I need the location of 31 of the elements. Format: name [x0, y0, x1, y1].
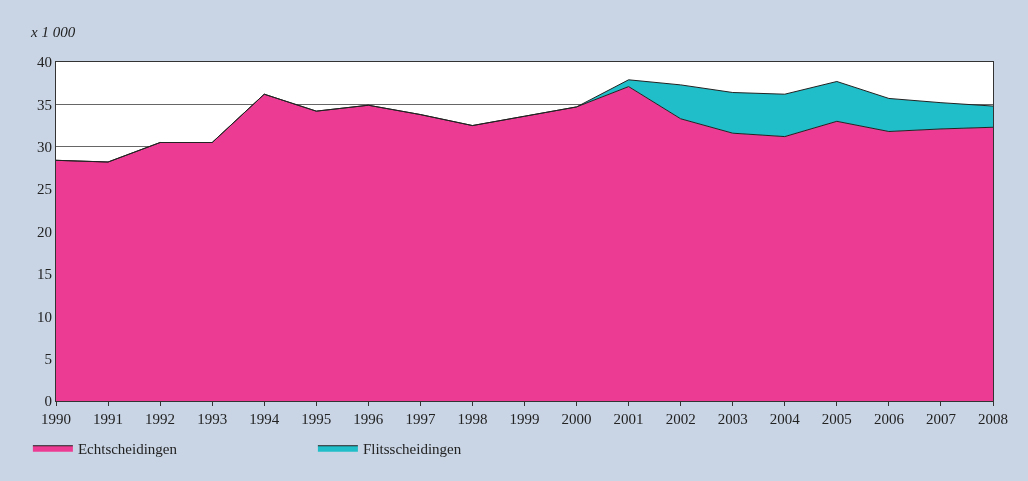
y-tick-label: 25 [37, 181, 52, 198]
x-tick-label: 2001 [613, 411, 644, 427]
x-tick-label: 1995 [301, 411, 332, 427]
y-tick-label: 20 [37, 223, 52, 240]
x-tick-label: 2006 [873, 411, 905, 427]
x-tick-label: 1996 [353, 411, 384, 427]
y-tick-label: 15 [37, 266, 52, 283]
x-tick-label: 2000 [561, 411, 592, 427]
x-tick-label: 1998 [457, 411, 488, 427]
legend-label: Echtscheidingen [77, 440, 178, 457]
x-tick-label: 2005 [821, 411, 852, 427]
x-tick-label: 2002 [665, 411, 696, 427]
y-axis-title: x 1 000 [30, 24, 76, 40]
x-tick-label: 1991 [93, 411, 124, 427]
x-tick-label: 1994 [249, 411, 280, 427]
legend-label: Flitsscheidingen [362, 440, 462, 457]
x-tick-label: 1992 [145, 411, 176, 427]
y-tick-label: 0 [44, 393, 52, 410]
y-tick-label: 5 [44, 350, 52, 367]
x-tick-label: 1999 [509, 411, 540, 427]
y-tick-label: 30 [37, 139, 52, 155]
x-tick-label: 2003 [717, 411, 748, 427]
x-tick-label: 1990 [41, 411, 71, 427]
x-tick-label: 2008 [978, 411, 1008, 427]
y-tick-label: 35 [37, 96, 52, 113]
y-tick-label: 40 [37, 54, 52, 71]
x-tick-label: 2007 [925, 411, 957, 427]
x-tick-label: 1997 [405, 411, 436, 427]
y-tick-label: 10 [37, 308, 52, 325]
x-tick-label: 1993 [197, 411, 228, 427]
x-tick-label: 2004 [769, 411, 801, 427]
